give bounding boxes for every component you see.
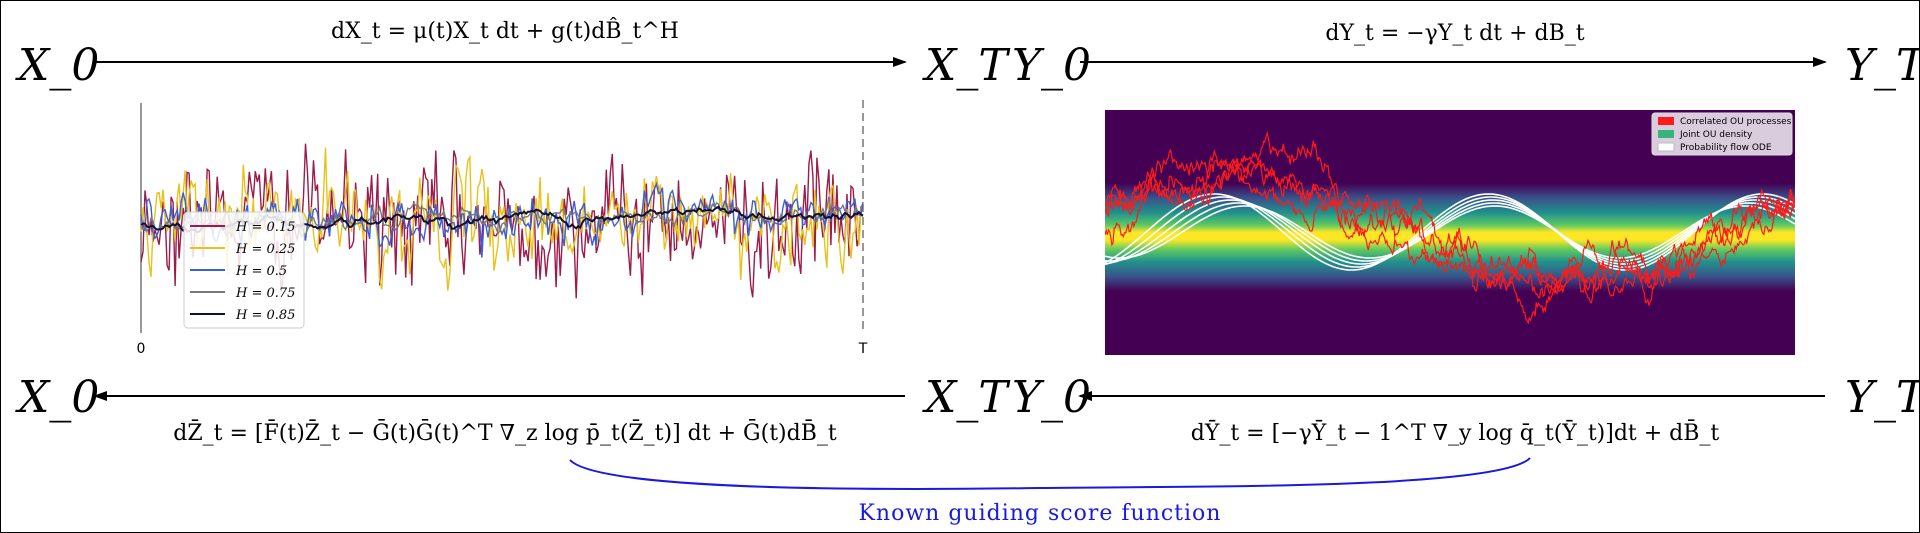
ou-path-2 [1105, 158, 1795, 325]
fbm-tick-end: T [858, 341, 868, 357]
fbm-legend-box [183, 211, 305, 329]
node-yt-bottom: Y_T [1845, 372, 1920, 423]
fbm-tick-start: 0 [137, 341, 146, 357]
flow-ode-path-4 [1105, 193, 1795, 271]
node-x0-bottom: X_0 [15, 372, 99, 423]
ou-legend-label-2: Probability flow ODE [1680, 143, 1772, 153]
ou-legend-swatch-1 [1658, 130, 1674, 138]
node-xt-top: X_T [922, 40, 1011, 91]
equation-reverse-fbm: dZ̄_t = [F̄(t)Z̄_t − Ḡ(t)Ḡ(t)^T ∇_z log … [173, 419, 837, 446]
flow-ode-path-2 [1105, 199, 1795, 265]
ou-legend: Correlated OU processes Joint OU density P… [1651, 112, 1793, 156]
fbm-legend-label-3: H = 0.75 [235, 286, 295, 301]
ou-path-1 [1105, 157, 1795, 299]
node-y0-top: Y_0 [1012, 40, 1091, 91]
ou-legend-label-0: Correlated OU processes [1680, 117, 1792, 127]
fbm-legend-label-2: H = 0.5 [235, 264, 287, 279]
fbm-legend: H = 0.15 H = 0.25 H = 0.5 H = 0.75 H = 0.85 [183, 211, 305, 329]
flow-ode-path-0 [1105, 205, 1795, 259]
equation-reverse-ou: dȲ_t = [−γȲ_t − 1^T ∇_y log q̄_t(Ȳ_t)]dt… [1191, 419, 1720, 446]
ou-path-0 [1105, 130, 1795, 293]
guide-connector [569, 457, 1531, 490]
node-yt-top: Y_T [1845, 40, 1920, 91]
node-x0-top: X_0 [15, 40, 99, 91]
flow-ode-path-3 [1105, 196, 1795, 268]
equation-forward-ou: dY_t = −γY_t dt + dB_t [1325, 21, 1584, 46]
fbm-legend-label-0: H = 0.15 [235, 220, 295, 235]
ou-path-3 [1105, 164, 1795, 295]
probability-flow-ode-paths [1105, 193, 1795, 271]
ou-legend-box [1651, 112, 1793, 156]
ou-legend-swatch-2 [1657, 142, 1675, 152]
correlated-ou-paths [1105, 130, 1795, 325]
ou-legend-label-1: Joint OU density [1679, 130, 1753, 140]
flow-ode-path-1 [1105, 202, 1795, 262]
fbm-legend-label-4: H = 0.85 [235, 308, 295, 323]
ou-plot: Correlated OU processes Joint OU density P… [1105, 110, 1795, 355]
node-xt-bottom: X_T [922, 372, 1011, 423]
guide-label: Known guiding score function [859, 501, 1222, 526]
fbm-plot: 0 T H = 0.15H = 0.25H = 0.5H = 0.75H = 0… [137, 100, 868, 357]
fbm-legend-label-1: H = 0.25 [235, 242, 295, 257]
ou-legend-swatch-0 [1658, 117, 1674, 125]
equation-forward-fbm: dX_t = μ(t)X_t dt + g(t)dB̂_t^H [331, 18, 679, 44]
node-y0-bottom: Y_0 [1012, 372, 1091, 423]
